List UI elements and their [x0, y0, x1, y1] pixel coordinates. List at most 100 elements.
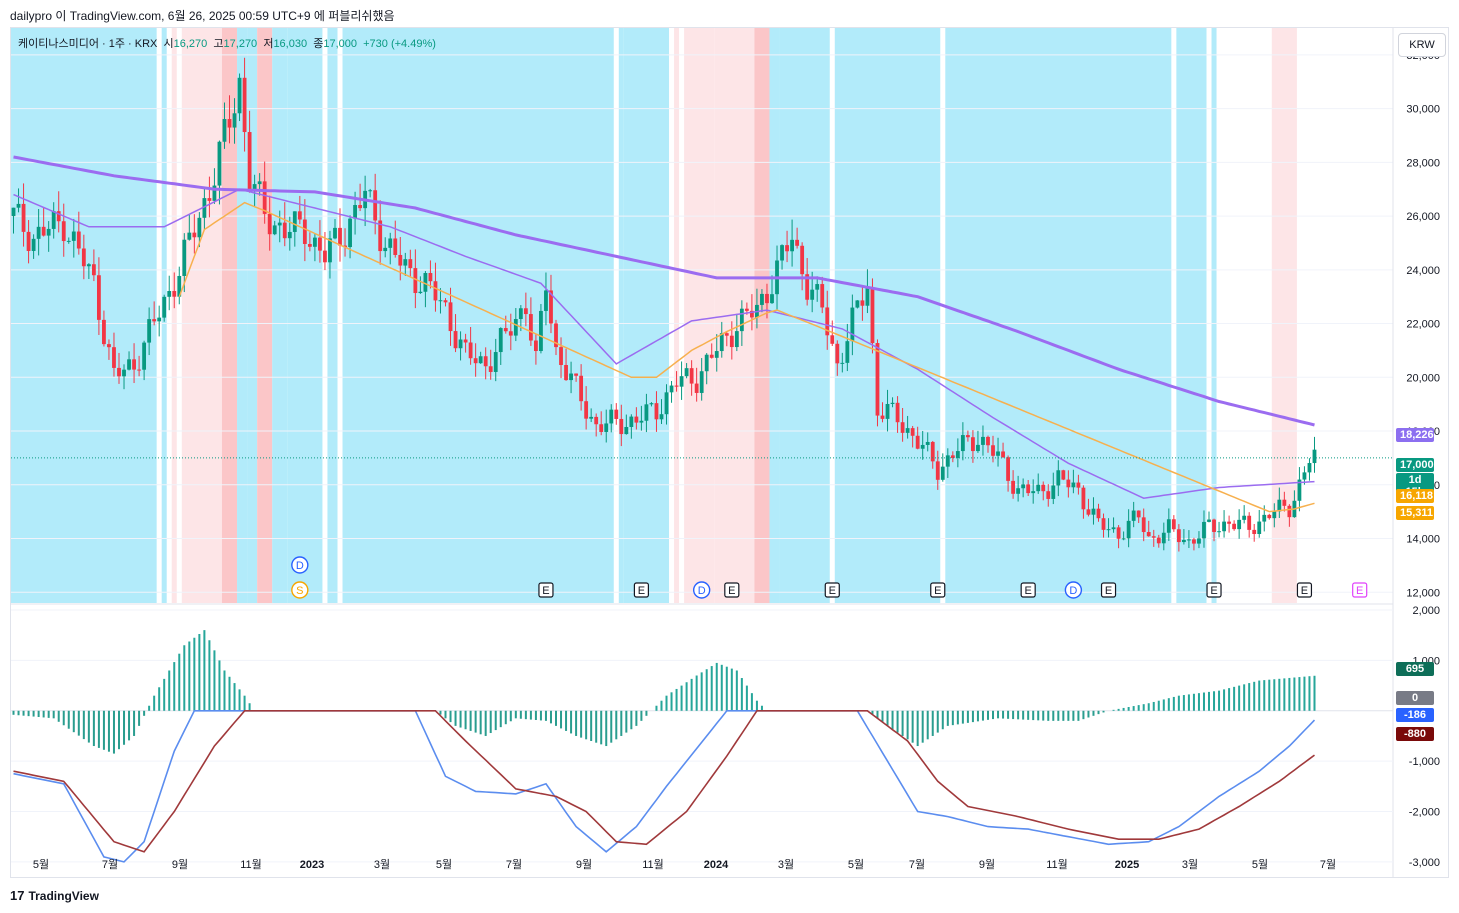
- candle-body: [1297, 479, 1302, 501]
- candle-body: [207, 198, 212, 201]
- candle-body: [634, 416, 639, 423]
- candle-body: [508, 331, 513, 336]
- candle-body: [855, 300, 860, 308]
- candle-body: [1197, 538, 1201, 544]
- candle-body: [795, 239, 800, 246]
- candle-body: [604, 423, 609, 432]
- candle-body: [619, 418, 624, 435]
- price-tag: 15,311: [1396, 506, 1434, 520]
- candle-body: [1101, 518, 1106, 530]
- candle-body: [1041, 484, 1046, 492]
- candle-body: [132, 359, 136, 370]
- candle-body: [1096, 508, 1101, 519]
- candle-body: [202, 198, 207, 218]
- candle-body: [267, 213, 272, 235]
- time-tick-label: 3월: [778, 858, 794, 871]
- candle-body: [408, 259, 413, 269]
- candle-body: [1011, 480, 1016, 494]
- candle-body: [895, 402, 900, 423]
- candle-body: [920, 444, 925, 449]
- candle-body: [609, 409, 614, 424]
- background-band: [623, 28, 670, 603]
- candle-body: [478, 356, 483, 364]
- candle-body: [102, 319, 106, 345]
- candle-body: [107, 344, 111, 348]
- candle-body: [890, 402, 895, 404]
- candle-body: [1187, 539, 1191, 541]
- candle-body: [1257, 521, 1262, 534]
- background-band: [1176, 28, 1207, 603]
- candle-body: [222, 119, 227, 142]
- candle-body: [564, 365, 568, 381]
- legend-symbol[interactable]: 케이티나스미디어 · 1주 · KRX: [18, 38, 158, 50]
- candle-body: [1212, 519, 1216, 532]
- candle-body: [51, 211, 56, 229]
- candle-body: [1116, 527, 1121, 539]
- candle-body: [785, 245, 789, 252]
- candle-body: [458, 339, 463, 349]
- candle-body: [162, 296, 167, 318]
- candle-body: [1217, 531, 1221, 533]
- dividend-marker-circle: [1064, 581, 1083, 599]
- candle-body: [770, 294, 774, 304]
- candle-body: [1026, 484, 1031, 494]
- candle-body: [614, 409, 619, 419]
- candle-body: [16, 203, 21, 208]
- price-tick-label: 30,000: [1406, 104, 1440, 116]
- candle-body: [704, 354, 709, 372]
- candle-body: [885, 403, 890, 419]
- candle-body: [1106, 529, 1111, 531]
- candle-body: [463, 339, 468, 343]
- earnings-marker-box: [724, 582, 740, 598]
- earnings-marker: E: [1105, 585, 1112, 597]
- time-tick-label: 7월: [909, 858, 925, 871]
- candle-body: [398, 254, 403, 266]
- candle-body: [353, 205, 357, 219]
- candle-body: [383, 247, 388, 252]
- price-tag: 16,118: [1396, 489, 1434, 503]
- candle-body: [1016, 488, 1021, 494]
- candle-body: [237, 77, 242, 114]
- tradingview-logo-icon: 17: [10, 888, 25, 903]
- candle-body: [493, 352, 498, 372]
- candle-body: [91, 264, 96, 276]
- candle-body: [719, 333, 724, 352]
- ma-short-line: [178, 201, 1315, 513]
- candle-body: [142, 342, 147, 370]
- candle-body: [302, 219, 307, 244]
- price-tick-label: 28,000: [1406, 157, 1440, 169]
- candle-body: [925, 441, 930, 445]
- earnings-marker-box: [633, 582, 649, 598]
- candle-body: [393, 238, 398, 255]
- candle-body: [373, 190, 378, 221]
- earnings-marker: E: [1301, 585, 1308, 597]
- candle-body: [659, 414, 664, 420]
- candle-body: [1171, 519, 1176, 530]
- candle-body: [830, 335, 835, 344]
- candle-body: [1061, 470, 1066, 480]
- candle-body: [840, 362, 845, 364]
- candle-body: [955, 451, 960, 458]
- time-tick-label: 9월: [979, 858, 995, 871]
- earnings-marker: E: [728, 585, 735, 597]
- time-tick-label: 2025: [1115, 859, 1139, 871]
- candle-body: [554, 323, 558, 348]
- tradingview-footer[interactable]: 17 TradingView: [10, 888, 99, 903]
- candle-body: [1312, 449, 1317, 464]
- candle-body: [724, 333, 729, 336]
- background-band: [247, 28, 258, 603]
- macd-tag: 0: [1396, 691, 1434, 705]
- candle-body: [488, 366, 493, 372]
- candle-body: [1076, 482, 1081, 488]
- candle-body: [503, 328, 508, 332]
- candle-body: [26, 231, 31, 251]
- candle-body: [1176, 529, 1181, 543]
- candle-body: [654, 403, 659, 420]
- currency-button[interactable]: KRW: [1398, 33, 1446, 57]
- candle-body: [940, 466, 945, 480]
- candle-body: [1151, 536, 1156, 538]
- time-tick-label: 7월: [506, 858, 522, 871]
- candle-body: [277, 222, 282, 226]
- candle-body: [343, 245, 347, 248]
